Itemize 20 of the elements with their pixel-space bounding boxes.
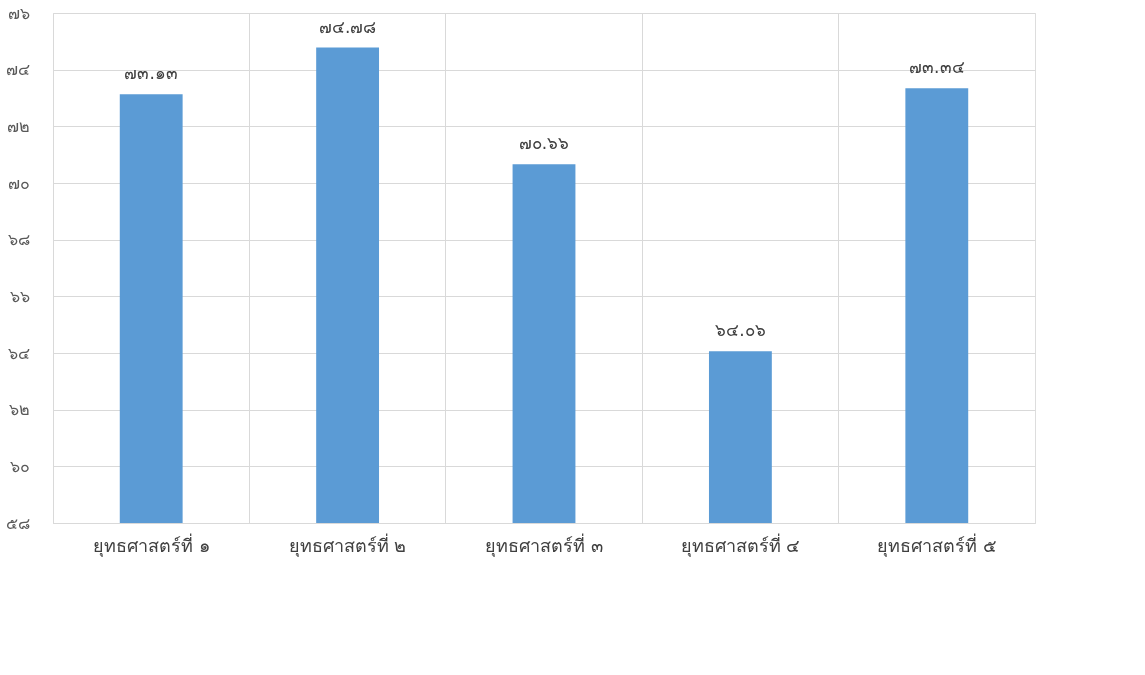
x-tick-label: ยุทธศาสตร์ที่ ๔ [680,532,801,557]
y-tick-label: ๖๖ [9,286,30,306]
x-tick-label: ยุทธศาสตร์ที่ ๑ [92,532,210,557]
y-tick-label: ๗๖ [7,3,30,23]
y-tick-label: ๖๔ [7,343,30,363]
x-tick-label: ยุทธศาสตร์ที่ ๕ [876,532,997,557]
data-label: ๗๔.๗๘ [318,16,377,37]
data-label: ๗๐.๖๖ [518,133,570,154]
x-tick-label: ยุทธศาสตร์ที่ ๓ [485,532,603,557]
y-tick-label: ๖๘ [7,230,30,250]
data-label: ๗๓.๑๓ [124,63,178,84]
y-tick-label: ๖๐ [9,456,30,476]
y-tick-label: ๗๒ [6,116,30,136]
data-label: ๗๓.๓๔ [909,57,965,78]
y-tick-label: ๗๔ [5,60,30,80]
y-tick-label: ๗๐ [7,173,30,193]
y-tick-label: ๕๘ [5,513,30,533]
data-label: ๖๔.๐๖ [715,320,766,341]
y-tick-label: ๖๒ [8,400,30,420]
x-tick-label: ยุทธศาสตร์ที่ ๒ [288,532,407,557]
